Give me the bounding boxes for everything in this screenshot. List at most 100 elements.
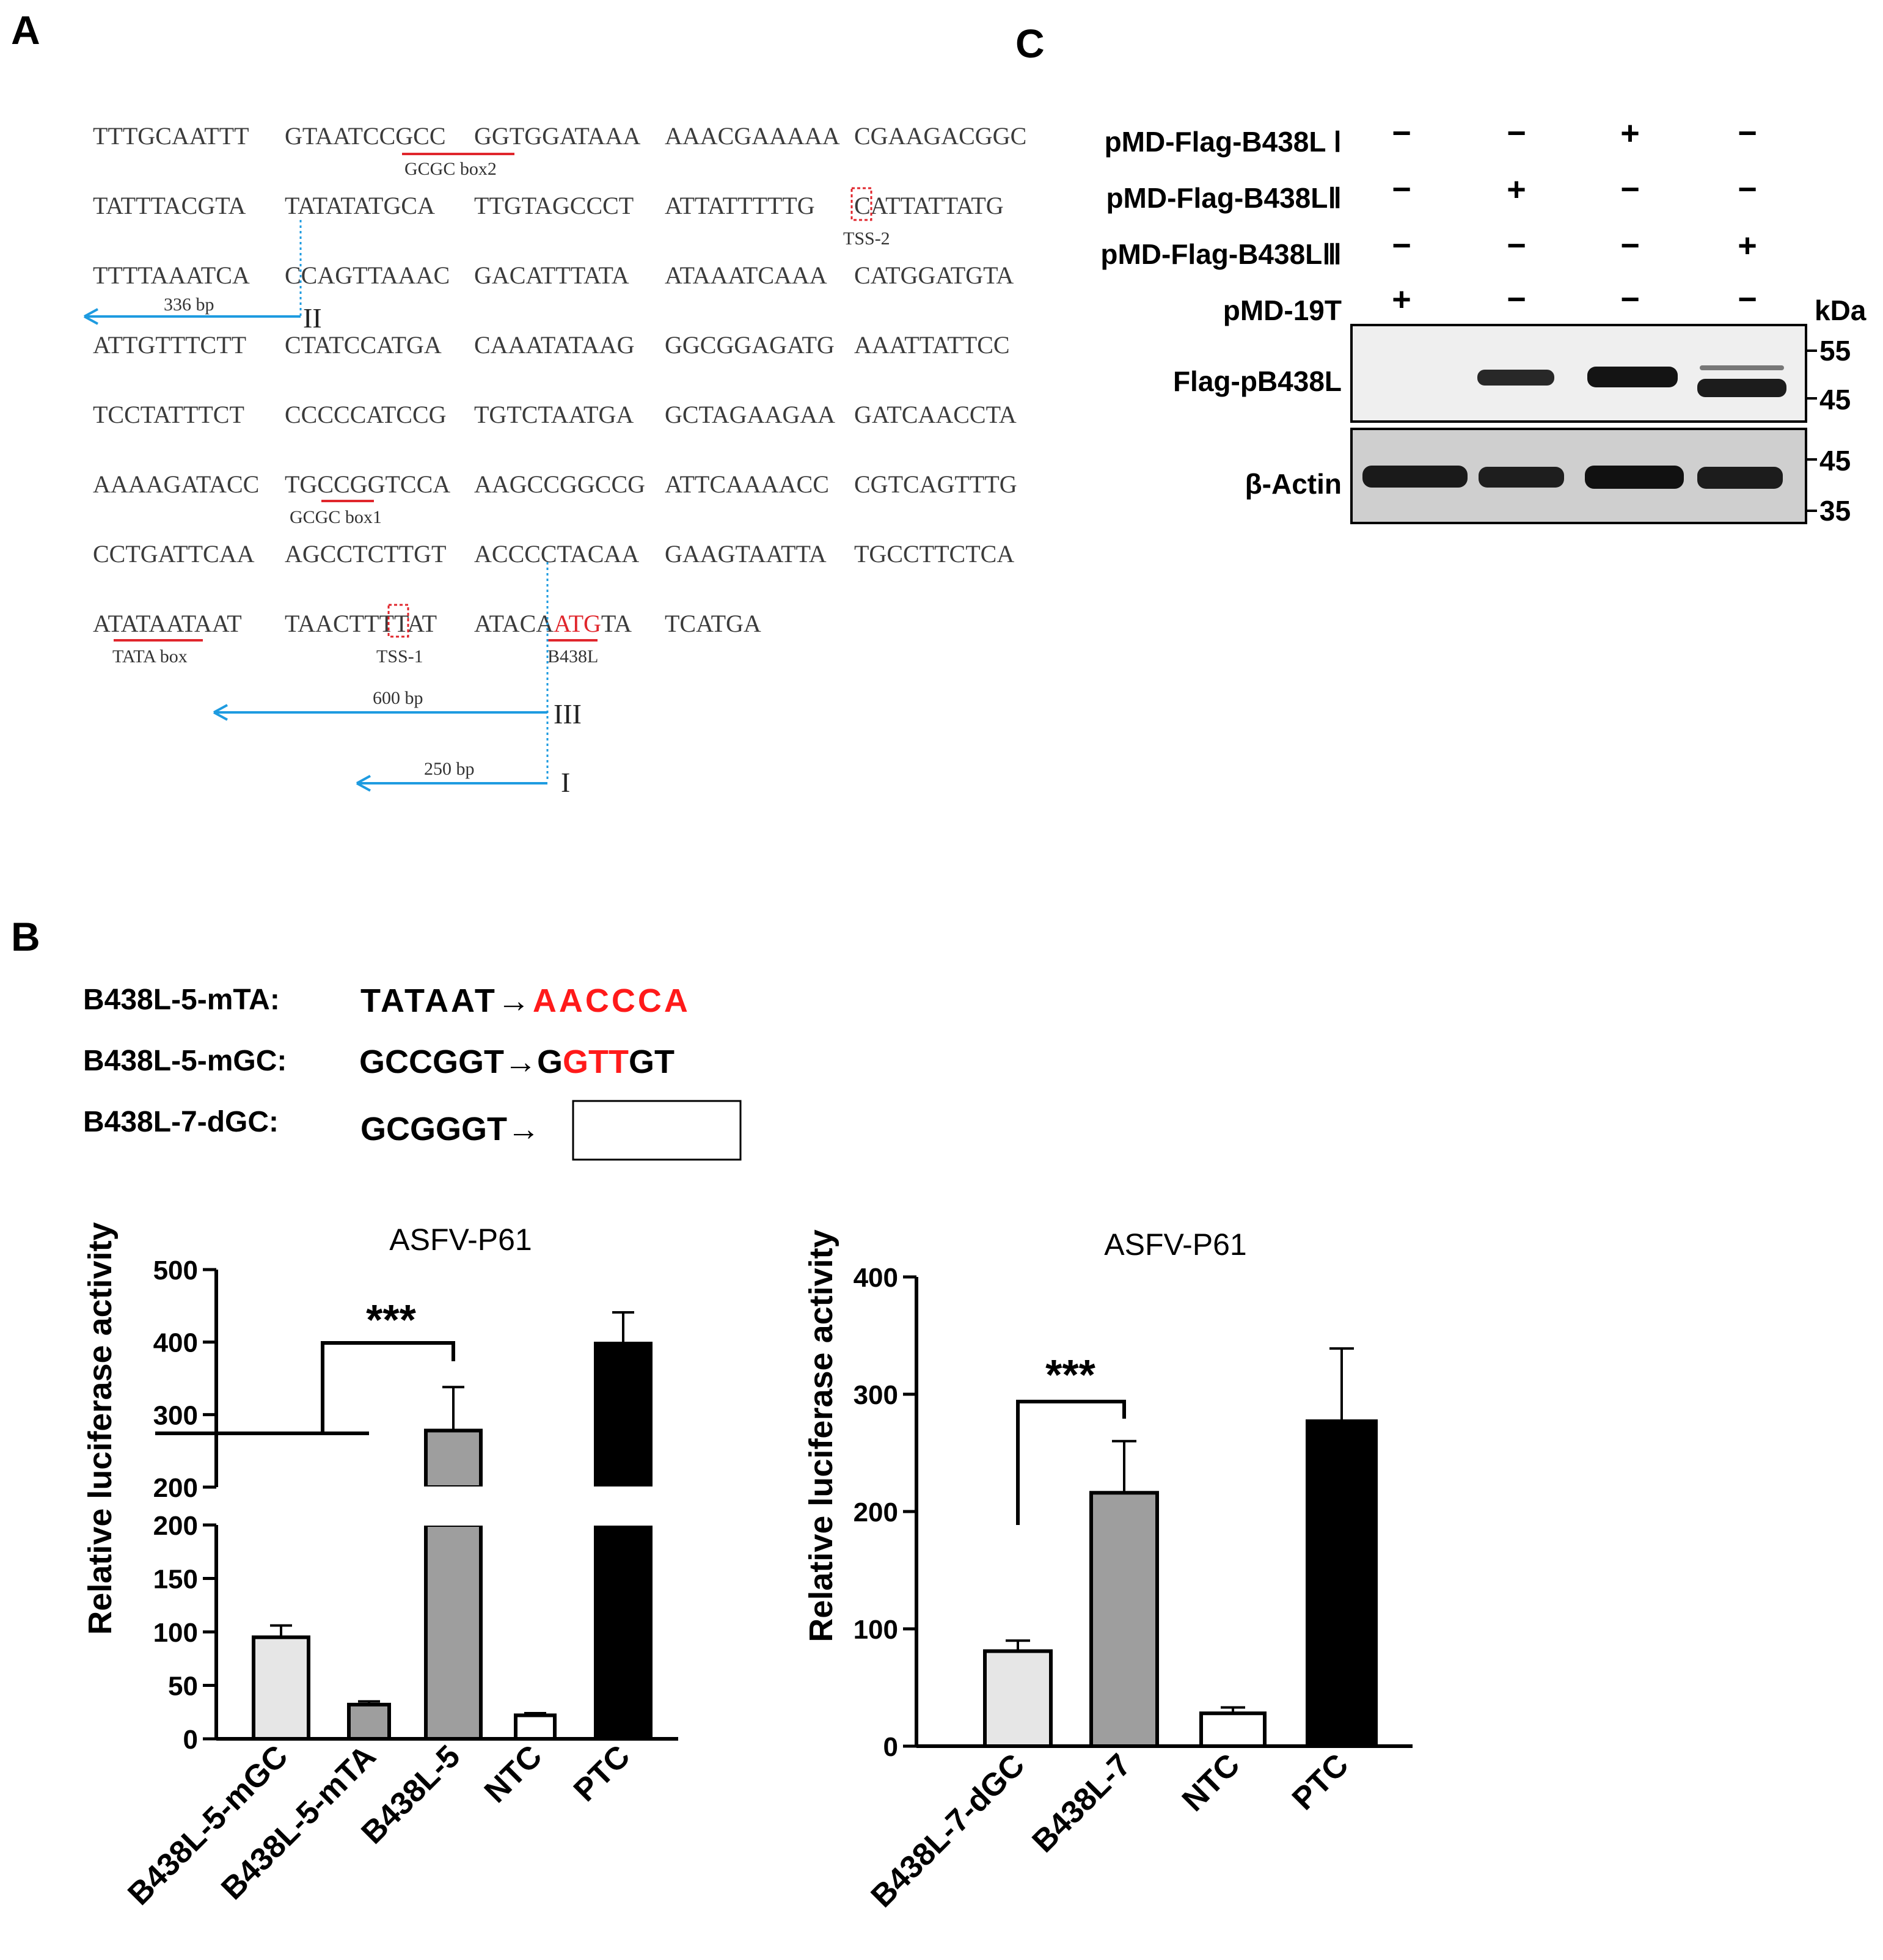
marker-45-label-a: 45 (1819, 384, 1851, 415)
mutation-label-dgc: B438L-7-dGC: (83, 1106, 279, 1138)
blot-actin-band-lane2 (1479, 467, 1564, 488)
chart1-category-B438L-5-mGC: B438L-5-mGC (121, 1738, 294, 1912)
chart2-ytick-label-400: 400 (854, 1263, 898, 1293)
chart2-bar-NTC (1199, 1711, 1267, 1748)
row-label-b438l-iii: pMD-Flag-B438LⅢ (1100, 238, 1342, 270)
sign-r1-l1: − (1392, 115, 1411, 152)
chart1-axis: 0 50 100 150 200 200 300 400 500 (153, 1256, 678, 1755)
seq-r7-c5: TGCCTTCTCA (854, 540, 1014, 568)
seq-r3-c3: GACATTTATA (474, 261, 629, 289)
sign-r2-l1: − (1392, 171, 1411, 208)
chart2-ytick-label-0: 0 (883, 1732, 898, 1762)
seq-r7-c1: CCTGATTCAA (93, 540, 255, 568)
seq-r5-c2: CCCCCATCCG (285, 401, 447, 428)
chart1-bar-upper-PTC (594, 1342, 653, 1490)
seq-r5-c1: TCCTATTTCT (93, 401, 244, 428)
tata-box-label: TATA box (112, 646, 188, 667)
blot-flag-membrane (1350, 324, 1807, 423)
seq-r8-c2: TAACTTTTAT (285, 610, 437, 637)
seq-r2-c3: TTGTAGCCCT (474, 192, 634, 219)
arrow-i-length: 250 bp (424, 759, 475, 779)
seq-r6-c1: AAAAGATACC (93, 470, 259, 498)
seq-r1-c4: AAACGAAAAA (665, 122, 840, 150)
chart1-sig-bracket (155, 1341, 455, 1435)
panel-b: B B438L-5-mTA: TATAAT→AACCCA B438L-5-mGC… (11, 914, 1413, 1914)
chart2-ytick-label-200: 200 (854, 1497, 898, 1527)
blot-flag-band-lane3 (1587, 367, 1678, 387)
seq-r1-c1: TTTGCAATTT (93, 122, 249, 150)
chart2-bar-B438L-7-dGC (983, 1649, 1053, 1748)
chart2-ytick-label-300: 300 (854, 1380, 898, 1410)
seq-r8-c3: ATACAATGTA (474, 610, 632, 637)
seq-atg-start-codon: ATG (554, 610, 601, 637)
chart2-bars (983, 1347, 1378, 1749)
chart1-bars (252, 1311, 653, 1741)
chart1-bar-lower-PTC (594, 1523, 653, 1741)
chart1-significance: *** (155, 1296, 455, 1435)
seq-r3-c5: CATGGATGTA (854, 261, 1014, 289)
seq-r6-c2: TGCCGGTCCA (285, 470, 450, 498)
chart-1: ASFV-P61 Relative luciferase activity 0 5… (82, 1222, 678, 1912)
seq-r5-c4: GCTAGAAGAA (665, 401, 835, 428)
seq-r8-c1: ATATAATAAT (93, 610, 242, 637)
arrow-ii-head (84, 308, 98, 325)
chart2-bar-B438L-7 (1089, 1491, 1159, 1749)
tss2-box (850, 187, 872, 221)
seq-r1-c2: GTAATCCGCC (285, 122, 446, 150)
mta-arrow: → (497, 982, 533, 1019)
chart2-bar-PTC (1306, 1419, 1378, 1748)
seq-r7-c3: ACCCCTACAA (474, 540, 639, 568)
b438l-label: B438L (547, 646, 598, 667)
seq-r4-c4: GGCGGAGATG (665, 331, 835, 359)
panel-a: A TTTGCAATTT GTAATCCGCC GGTGGATAAA AAACG… (11, 7, 1026, 798)
row-label-pmd19t: pMD-19T (1223, 294, 1342, 326)
marker-45-label-b: 45 (1819, 445, 1851, 477)
arrow-i-head (356, 775, 371, 792)
arrow-iii-length: 600 bp (373, 688, 423, 708)
chart1-title: ASFV-P61 (389, 1223, 532, 1257)
chart1-ylabel: Relative luciferase activity (82, 1222, 119, 1634)
seq-r4-c5: AAATTATTCC (854, 331, 1010, 359)
marker-55-label: 55 (1819, 335, 1851, 367)
blot-actin-label: β-Actin (1245, 468, 1342, 500)
seq-atg-prefix: ATACA (474, 610, 554, 637)
chart1-bar-NTC (514, 1713, 557, 1741)
row-label-b438l-i: pMD-Flag-B438L Ⅰ (1105, 126, 1342, 158)
row-label-b438l-ii: pMD-Flag-B438LⅡ (1106, 182, 1342, 214)
seq-r2-c4: ATTATTTTTG (665, 192, 815, 219)
chart1-ytick-label-upper-400: 400 (153, 1328, 198, 1358)
kda-label: kDa (1815, 294, 1867, 326)
sign-r4-l4: − (1738, 281, 1757, 318)
seq-r4-c2: CTATCCATGA (285, 331, 442, 359)
chart2-ytick-label-100: 100 (854, 1615, 898, 1645)
panel-a-letter: A (11, 7, 40, 53)
panel-c: C pMD-Flag-B438L Ⅰ pMD-Flag-B438LⅡ pMD-F… (1015, 21, 1867, 527)
chart1-bar-B438L-5-mGC (252, 1635, 310, 1741)
arrow-iii-roman: III (554, 698, 582, 730)
seq-r7-c4: GAAGTAATTA (665, 540, 827, 568)
panel-c-letter: C (1015, 21, 1045, 66)
tss1-label: TSS-1 (376, 646, 423, 667)
sign-r4-l3: − (1620, 281, 1640, 318)
chart-2: ASFV-P61 Relative luciferase activity 0 1… (803, 1227, 1413, 1914)
dgc-original: GCGGGT (360, 1111, 507, 1147)
chart1-ytick-label-lower-150: 150 (153, 1565, 198, 1595)
blot-flag-band-lane4 (1697, 379, 1786, 397)
mgc-original: GCCGGT (359, 1044, 504, 1080)
sign-row-2: − + − − (1392, 171, 1757, 208)
chart1-ytick-label-lower-200: 200 (153, 1511, 198, 1541)
chart1-bar-break-PTC (593, 1486, 653, 1526)
mutation-seq-dgc: GCGGGT→ (360, 1111, 540, 1147)
tss2-label: TSS-2 (843, 229, 890, 249)
seq-r8-c4: TCATGA (665, 610, 761, 637)
mta-mutated: AACCCA (533, 982, 690, 1019)
seq-r1-c5: CGAAGACGGC (854, 122, 1026, 150)
seq-r3-c2: CCAGTTAAAC (285, 261, 450, 289)
seq-r6-c4: ATTCAAAACC (665, 470, 829, 498)
chart1-ytick-label-lower-100: 100 (153, 1618, 198, 1648)
chart1-category-PTC: PTC (567, 1738, 637, 1808)
arrow-ii-roman: II (303, 302, 322, 334)
blot-actin-band-lane1 (1362, 466, 1468, 488)
